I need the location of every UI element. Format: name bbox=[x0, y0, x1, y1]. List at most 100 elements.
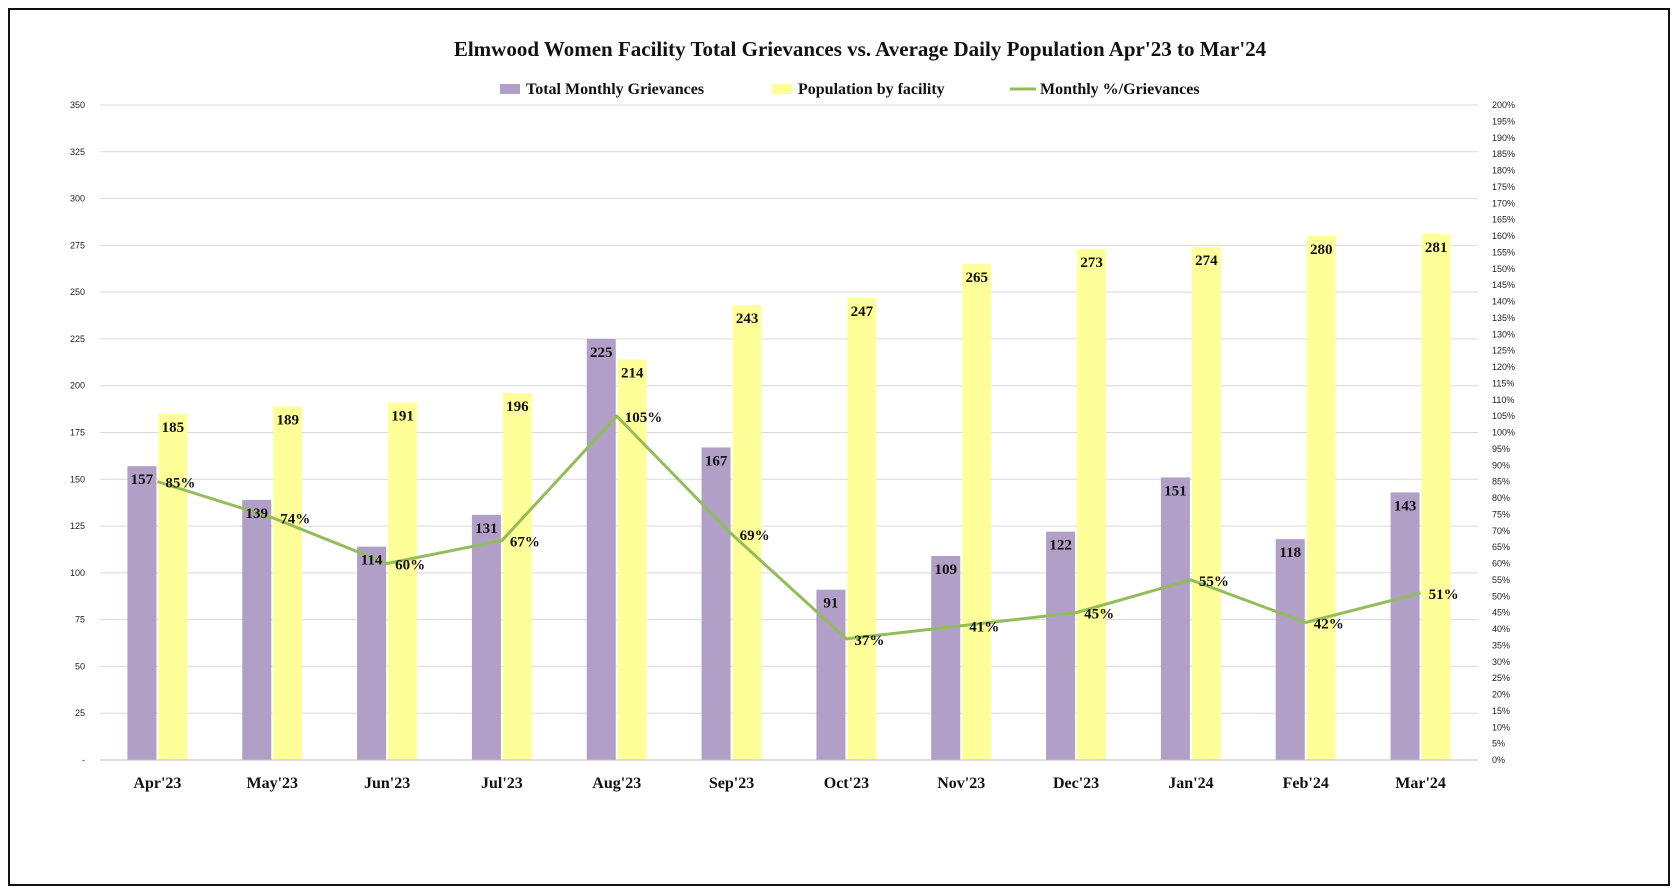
right-tick-label: 200% bbox=[1492, 100, 1515, 110]
right-tick-label: 155% bbox=[1492, 247, 1515, 257]
right-tick-label: 25% bbox=[1492, 673, 1510, 683]
right-tick-label: 65% bbox=[1492, 542, 1510, 552]
right-tick-label: 0% bbox=[1492, 755, 1505, 765]
population-value-label: 214 bbox=[621, 366, 644, 382]
bar-population bbox=[617, 359, 647, 760]
category-label: Jul'23 bbox=[481, 775, 523, 792]
right-tick-label: 140% bbox=[1492, 297, 1515, 307]
legend-swatch bbox=[772, 84, 792, 94]
grievances-value-label: 114 bbox=[361, 553, 383, 569]
category-label: Jan'24 bbox=[1168, 775, 1213, 792]
right-tick-label: 100% bbox=[1492, 428, 1515, 438]
legend-label: Monthly %/Grievances bbox=[1040, 81, 1200, 98]
population-value-label: 196 bbox=[506, 399, 529, 415]
percent-value-label: 42% bbox=[1314, 616, 1344, 632]
gridlines bbox=[100, 104, 1478, 761]
category-label: Aug'23 bbox=[592, 775, 641, 792]
right-tick-label: 135% bbox=[1492, 313, 1515, 323]
left-tick-label: 75 bbox=[75, 615, 85, 625]
right-tick-label: 40% bbox=[1492, 624, 1510, 634]
right-tick-label: 180% bbox=[1492, 166, 1515, 176]
bar-grievances bbox=[1275, 539, 1305, 760]
grievances-value-label: 151 bbox=[1164, 483, 1187, 499]
grievances-value-label: 167 bbox=[705, 453, 728, 469]
left-tick-label: - bbox=[82, 755, 85, 765]
bar-grievances bbox=[816, 589, 846, 760]
percent-value-label: 69% bbox=[740, 528, 770, 544]
population-value-label: 273 bbox=[1080, 255, 1103, 271]
grievances-value-label: 91 bbox=[823, 596, 838, 612]
right-tick-label: 35% bbox=[1492, 640, 1510, 650]
bar-population bbox=[962, 264, 992, 760]
left-tick-label: 350 bbox=[70, 100, 85, 110]
right-tick-label: 105% bbox=[1492, 411, 1515, 421]
population-value-label: 243 bbox=[736, 311, 759, 327]
right-tick-label: 45% bbox=[1492, 608, 1510, 618]
category-label: Nov'23 bbox=[937, 775, 985, 792]
right-tick-label: 75% bbox=[1492, 509, 1510, 519]
bar-population bbox=[732, 305, 762, 760]
right-tick-label: 55% bbox=[1492, 575, 1510, 585]
right-tick-label: 80% bbox=[1492, 493, 1510, 503]
bars bbox=[127, 234, 1451, 761]
right-tick-label: 160% bbox=[1492, 231, 1515, 241]
legend-label: Total Monthly Grievances bbox=[526, 81, 704, 98]
population-value-label: 247 bbox=[851, 304, 874, 320]
left-tick-label: 200 bbox=[70, 381, 85, 391]
bar-grievances bbox=[586, 338, 616, 760]
grievances-value-label: 225 bbox=[590, 345, 613, 361]
grievances-value-label: 118 bbox=[1279, 545, 1301, 561]
right-tick-label: 145% bbox=[1492, 280, 1515, 290]
bar-population bbox=[1191, 247, 1221, 760]
grievances-value-label: 157 bbox=[131, 472, 154, 488]
bar-grievances bbox=[471, 514, 501, 760]
left-tick-label: 100 bbox=[70, 568, 85, 578]
right-tick-label: 195% bbox=[1492, 116, 1515, 126]
right-tick-label: 115% bbox=[1492, 378, 1514, 388]
right-tick-label: 185% bbox=[1492, 149, 1515, 159]
right-tick-label: 5% bbox=[1492, 739, 1505, 749]
left-tick-label: 175 bbox=[70, 428, 85, 438]
grievances-value-label: 109 bbox=[935, 562, 958, 578]
population-value-label: 281 bbox=[1425, 240, 1448, 256]
category-label: Sep'23 bbox=[709, 775, 754, 792]
bar-grievances bbox=[701, 447, 731, 760]
right-y-axis: 0% 5% 10% 15% 20% 25% 30% 35% 40% 45% 50% 55% 60% 65%… bbox=[1492, 100, 1515, 765]
percent-value-label: 74% bbox=[280, 512, 310, 528]
percent-value-label: 37% bbox=[854, 633, 884, 649]
population-value-label: 280 bbox=[1310, 242, 1333, 258]
bar-grievances bbox=[931, 556, 961, 760]
right-tick-label: 15% bbox=[1492, 706, 1510, 716]
category-label: Apr'23 bbox=[133, 775, 181, 792]
right-tick-label: 30% bbox=[1492, 657, 1510, 667]
category-label: Mar'24 bbox=[1395, 775, 1446, 792]
percent-line-layer bbox=[156, 414, 1421, 641]
category-label: Dec'23 bbox=[1053, 775, 1099, 792]
right-tick-label: 20% bbox=[1492, 690, 1510, 700]
population-value-label: 265 bbox=[966, 270, 989, 286]
percent-value-label: 85% bbox=[165, 476, 195, 492]
grievances-value-label: 143 bbox=[1394, 498, 1417, 514]
bar-population bbox=[1421, 234, 1451, 761]
percent-value-label: 51% bbox=[1429, 587, 1459, 603]
right-tick-label: 190% bbox=[1492, 133, 1515, 143]
right-tick-label: 10% bbox=[1492, 722, 1510, 732]
right-tick-label: 70% bbox=[1492, 526, 1510, 536]
left-tick-label: 50 bbox=[75, 661, 85, 671]
data-labels: 157 185 139 189 114 191 131 196 225 214 167 243 91 24… bbox=[131, 240, 1459, 649]
population-value-label: 191 bbox=[391, 409, 414, 425]
bar-population bbox=[502, 393, 532, 760]
left-tick-label: 325 bbox=[70, 147, 85, 157]
grievances-value-label: 122 bbox=[1049, 538, 1072, 554]
right-tick-label: 110% bbox=[1492, 395, 1514, 405]
bar-population bbox=[847, 297, 877, 760]
percent-value-label: 45% bbox=[1084, 607, 1114, 623]
left-tick-label: 250 bbox=[70, 287, 85, 297]
category-label: Jun'23 bbox=[364, 775, 410, 792]
left-tick-label: 275 bbox=[70, 240, 85, 250]
chart-canvas: Elmwood Women Facility Total Grievances … bbox=[70, 37, 1515, 792]
bar-grievances bbox=[242, 499, 272, 760]
left-tick-label: 150 bbox=[70, 474, 85, 484]
grievances-value-label: 139 bbox=[246, 506, 269, 522]
population-value-label: 189 bbox=[277, 412, 300, 428]
